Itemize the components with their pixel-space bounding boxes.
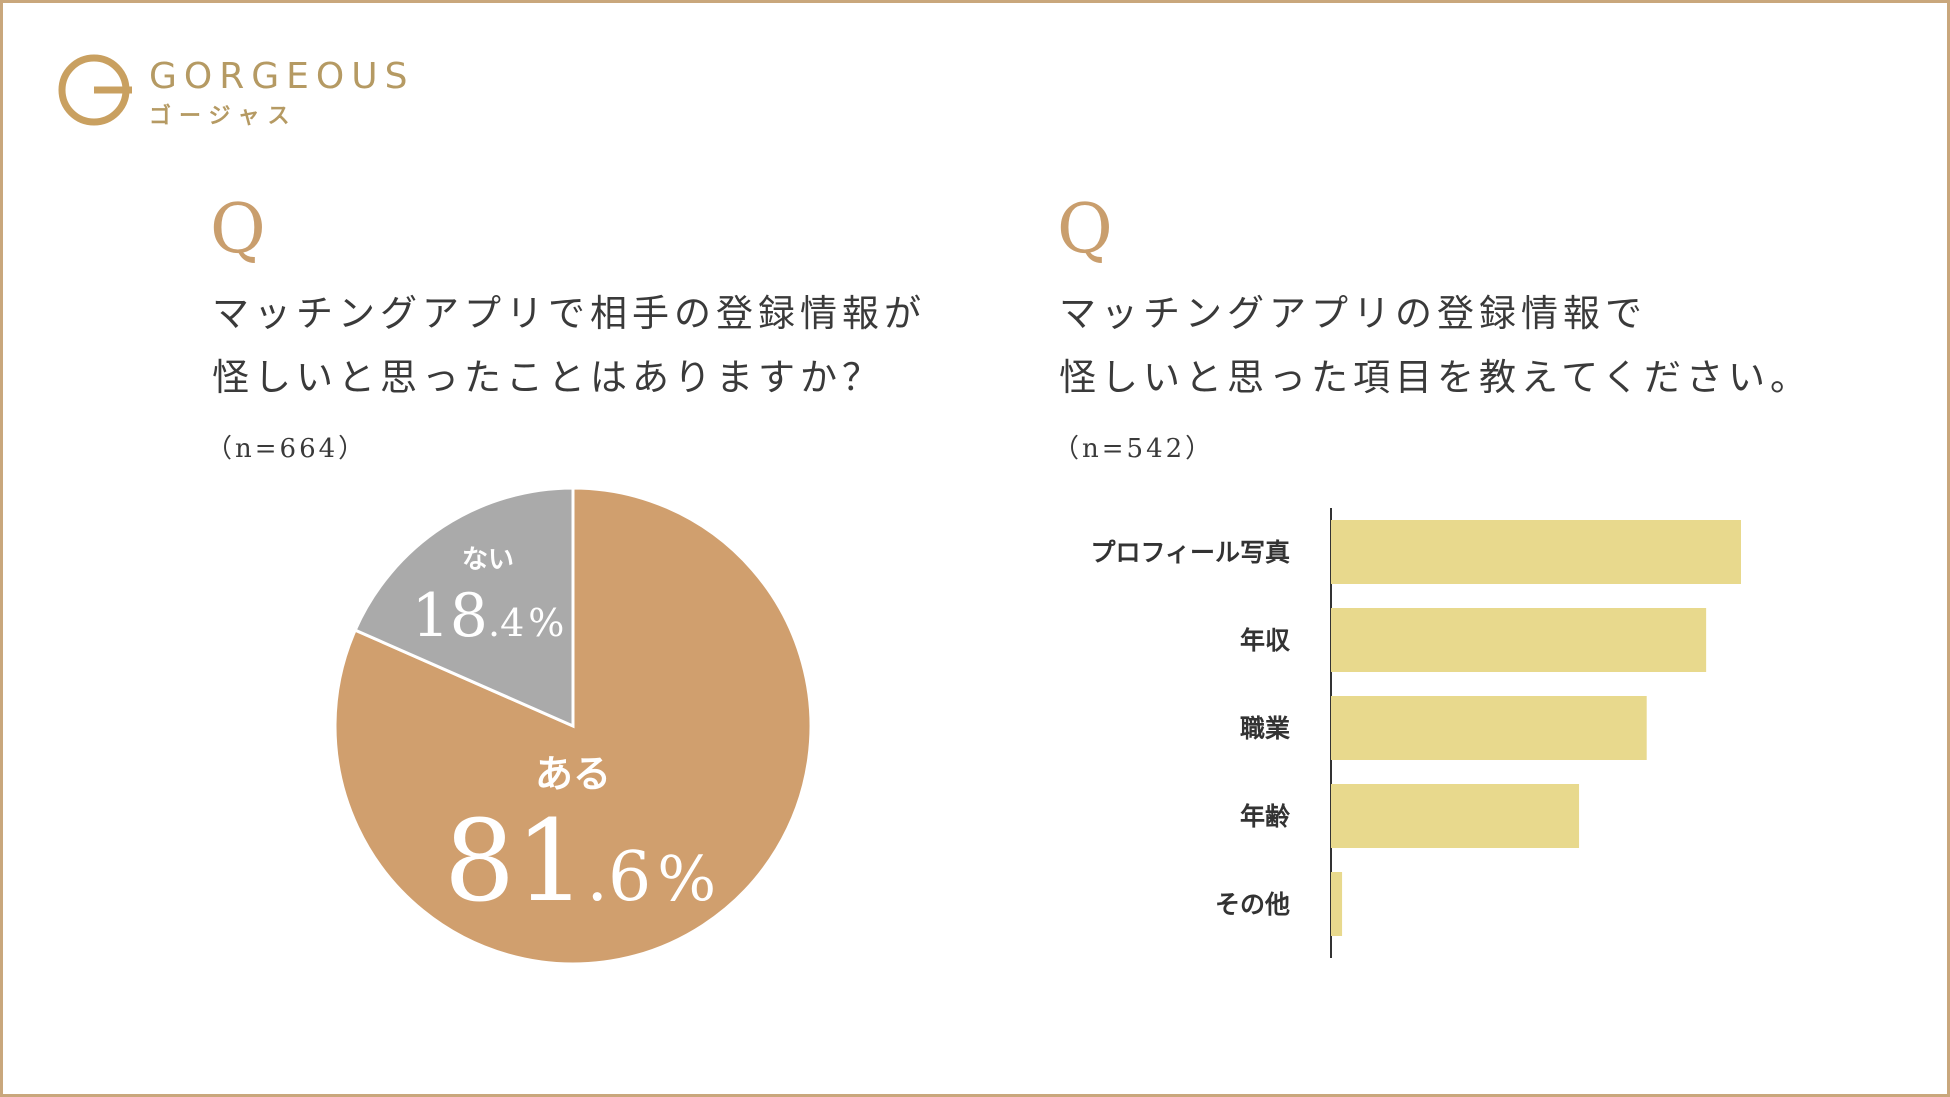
bar-1 [1331, 608, 1707, 672]
brand-kana: ゴージャス [149, 104, 298, 129]
pie-value-yes-unit: % [657, 842, 716, 915]
pie-value-no-unit: % [528, 601, 564, 645]
left-sample-size: （n=664） [206, 434, 368, 464]
pie-label-yes: ある [535, 752, 611, 796]
bar-label-4: その他 [1215, 890, 1290, 919]
bar-3 [1331, 784, 1580, 848]
pie-value-yes-int: 81 [444, 797, 587, 927]
bar-label-3: 年齢 [1240, 802, 1290, 831]
right-q-mark: Q [1057, 190, 1113, 269]
right-question-line-1: マッチングアプリの登録情報で [1059, 292, 1647, 335]
brand-name: GORGEOUS [149, 56, 415, 97]
bar-label-0: プロフィール写真 [1090, 538, 1290, 567]
gorgeous-logo-icon [58, 54, 132, 126]
right-question: マッチングアプリの登録情報で 怪しいと思った項目を教えてください。 [1059, 282, 1812, 410]
pie-value-yes: 81.6% [444, 797, 716, 927]
left-q-mark: Q [210, 190, 266, 269]
right-question-line-2: 怪しいと思った項目を教えてください。 [1059, 356, 1813, 399]
right-sample-size: （n=542） [1053, 434, 1215, 464]
left-question-line-2: 怪しいと思ったことはありますか？ [212, 356, 884, 399]
brand-logo: GORGEOUS ゴージャス [56, 52, 436, 132]
pie-value-no: 18.4% [412, 581, 565, 651]
bar-label-1: 年収 [1240, 626, 1291, 655]
left-question: マッチングアプリで相手の登録情報が 怪しいと思ったことはありますか？ [212, 282, 926, 410]
pie-value-no-dec: .4 [488, 601, 524, 645]
left-question-line-1: マッチングアプリで相手の登録情報が [212, 292, 926, 335]
bar-2 [1331, 696, 1647, 760]
bar-label-2: 職業 [1240, 714, 1290, 743]
bar-0 [1331, 520, 1741, 584]
pie-value-no-int: 18 [412, 581, 488, 651]
bar-4 [1331, 872, 1343, 936]
pie-label-no: ない [462, 545, 514, 575]
pie-slice-no [353, 486, 575, 729]
pie-value-yes-dec: .6 [586, 838, 651, 917]
